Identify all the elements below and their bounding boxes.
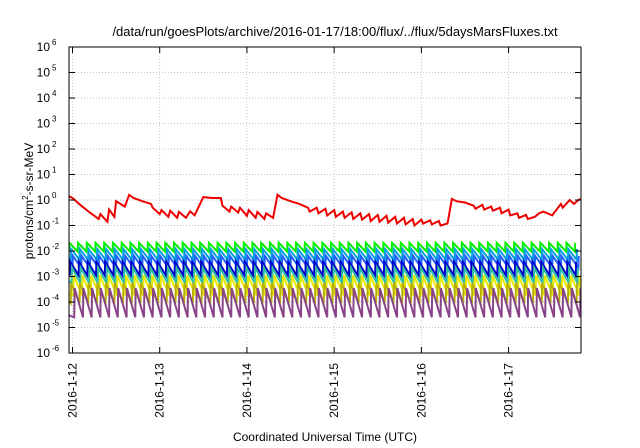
series-line-4 — [69, 258, 578, 279]
y-tick-label: 10 -4 — [37, 293, 60, 309]
y-tick-exponent: 3 — [52, 115, 57, 124]
y-tick-label: 10 3 — [37, 115, 57, 131]
y-tick-label: 10 4 — [37, 89, 57, 105]
y-tick-base: 10 — [37, 321, 51, 335]
x-axis-label: Coordinated Universal Time (UTC) — [233, 430, 417, 444]
y-tick-exponent: 2 — [52, 140, 57, 149]
y-tick-exponent: -5 — [52, 319, 60, 328]
y-tick-label: 10 -3 — [37, 268, 60, 284]
y-tick-label: 10 -5 — [37, 319, 60, 335]
series-line-2 — [69, 246, 578, 263]
y-tick-base: 10 — [37, 117, 51, 131]
y-tick-base: 10 — [37, 219, 51, 233]
y-tick-base: 10 — [37, 66, 51, 80]
y-tick-exponent: -4 — [52, 293, 60, 302]
y-tick-base: 10 — [37, 270, 51, 284]
y-tick-exponent: 4 — [52, 89, 57, 98]
series-line-0 — [69, 193, 581, 228]
x-tick-label: 2016-1-14 — [240, 363, 254, 418]
y-tick-exponent: 0 — [52, 191, 57, 200]
series-line-1 — [69, 240, 577, 255]
y-tick-label: 10 2 — [37, 140, 57, 156]
y-tick-exponent: -2 — [52, 242, 60, 251]
y-tick-label: 10 5 — [37, 64, 57, 80]
y-axis-label-main: protons/cm — [22, 200, 36, 259]
y-axis-ticks: 10 -610 -510 -410 -310 -210 -110 010 110 210 310 41… — [37, 38, 581, 360]
series-layer — [69, 193, 581, 319]
series-line-6 — [69, 275, 581, 298]
y-tick-exponent: -3 — [52, 268, 60, 277]
y-tick-label: 10 -6 — [37, 344, 60, 360]
y-tick-base: 10 — [37, 244, 51, 258]
y-tick-base: 10 — [37, 193, 51, 207]
y-tick-exponent: -1 — [52, 217, 60, 226]
y-axis-label-sup: 2 — [21, 195, 30, 200]
y-axis-label-rest: -s-sr-MeV — [22, 143, 36, 196]
chart-title: /data/run/goesPlots/archive/2016-01-17/1… — [112, 24, 558, 39]
y-tick-label: 10 -2 — [37, 242, 60, 258]
x-tick-label: 2016-1-16 — [414, 363, 428, 418]
y-tick-base: 10 — [37, 40, 51, 54]
y-tick-base: 10 — [37, 168, 51, 182]
y-tick-base: 10 — [37, 91, 51, 105]
x-tick-label: 2016-1-12 — [65, 363, 79, 418]
y-tick-label: 10 1 — [37, 166, 57, 182]
x-tick-label: 2016-1-13 — [153, 363, 167, 418]
y-tick-label: 10 6 — [37, 38, 57, 54]
y-tick-label: 10 -1 — [37, 217, 60, 233]
y-tick-base: 10 — [37, 295, 51, 309]
x-tick-label: 2016-1-15 — [327, 363, 341, 418]
y-tick-base: 10 — [37, 346, 51, 360]
x-tick-label: 2016-1-17 — [502, 363, 516, 418]
y-tick-exponent: 1 — [52, 166, 57, 175]
y-tick-exponent: 6 — [52, 38, 57, 47]
series-line-8 — [69, 287, 581, 319]
y-tick-base: 10 — [37, 142, 51, 156]
y-axis-label: protons/cm2-s-sr-MeV — [21, 143, 36, 259]
y-tick-exponent: 5 — [52, 64, 57, 73]
x-axis-ticks: 2016-1-12 2016-1-13 2016-1-14 2016-1-15 2016… — [65, 47, 516, 418]
y-tick-label: 10 0 — [37, 191, 57, 207]
y-tick-exponent: -6 — [52, 344, 60, 353]
